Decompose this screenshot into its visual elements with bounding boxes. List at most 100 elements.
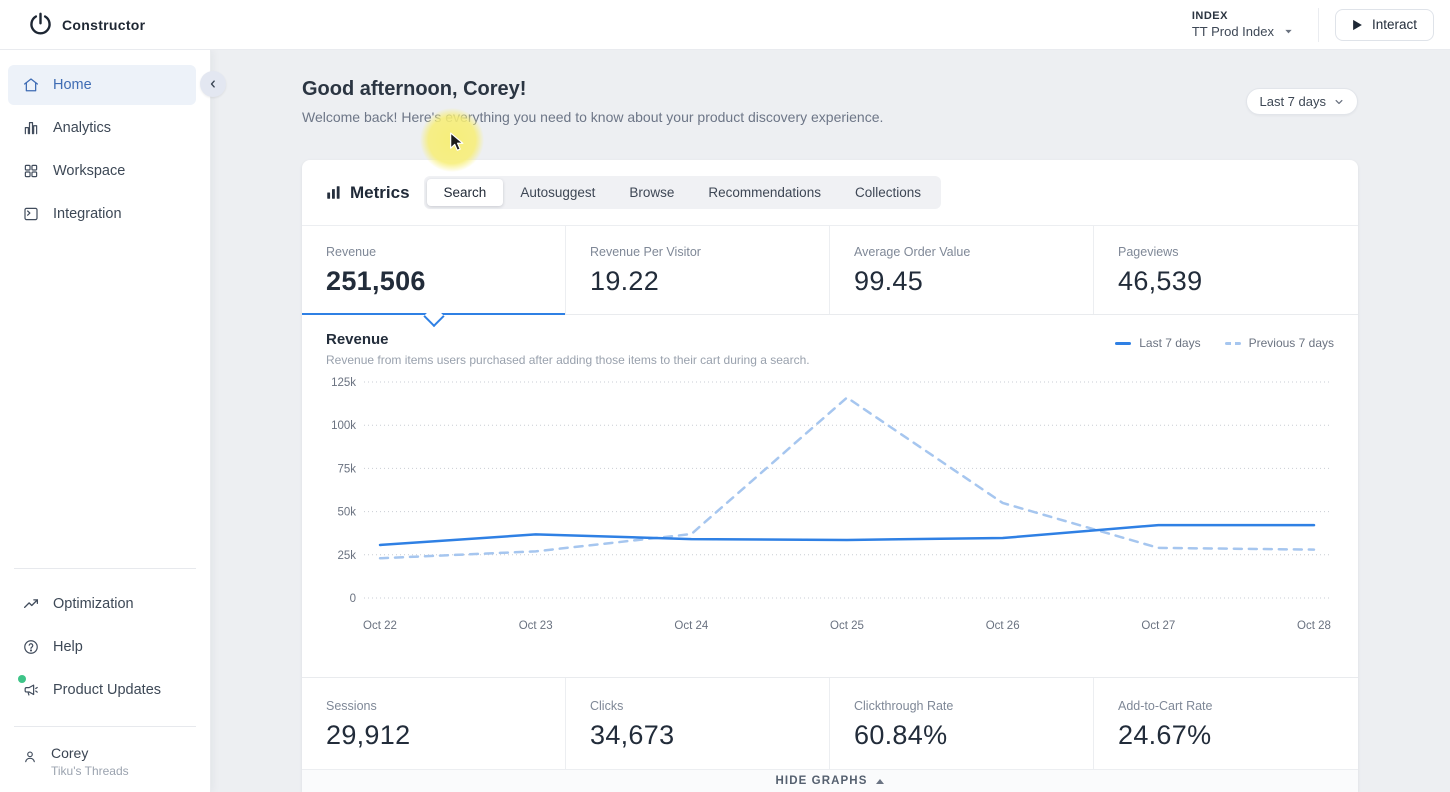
interact-button[interactable]: Interact	[1334, 8, 1434, 41]
metric-label: Revenue Per Visitor	[590, 245, 701, 259]
metric-value: 34,673	[590, 720, 675, 750]
chart-title: Revenue	[326, 331, 389, 348]
page-title: Good afternoon, Corey!	[302, 78, 527, 100]
person-icon	[22, 749, 38, 765]
revenue-chart-section: Revenue Revenue from items users purchas…	[302, 315, 1358, 677]
user-org: Tiku's Threads	[51, 764, 129, 778]
metric-label: Clickthrough Rate	[854, 699, 954, 713]
sidebar-item-label: Integration	[53, 206, 122, 222]
sidebar-item-integration[interactable]: Integration	[8, 194, 196, 234]
legend-item-previous-7-days[interactable]: Previous 7 days	[1224, 336, 1334, 350]
sidebar-divider	[14, 568, 196, 569]
legend-label: Previous 7 days	[1248, 336, 1334, 350]
sidebar: Home Analytics Workspace	[0, 50, 210, 792]
svg-text:Oct 23: Oct 23	[519, 620, 553, 632]
sidebar-item-help[interactable]: Help	[8, 627, 196, 667]
notification-dot	[18, 675, 26, 683]
metric-value: 99.45	[854, 266, 924, 296]
greeting-block: Good afternoon, Corey! Welcome back! Her…	[302, 78, 883, 125]
metrics-card-header: Metrics Search Autosuggest Browse Recomm…	[302, 160, 1358, 225]
sidebar-item-product-updates[interactable]: Product Updates	[8, 670, 196, 710]
metric-label: Pageviews	[1118, 245, 1179, 259]
solid-line-swatch	[1115, 341, 1132, 345]
metrics-title: Metrics	[326, 183, 410, 203]
tab-browse[interactable]: Browse	[612, 179, 691, 206]
index-selector[interactable]: INDEX TT Prod Index	[1192, 10, 1294, 39]
metric-label: Sessions	[326, 699, 377, 713]
sidebar-item-label: Help	[53, 639, 83, 655]
topbar: Constructor INDEX TT Prod Index Interact	[0, 0, 1450, 50]
svg-text:25k: 25k	[337, 550, 356, 562]
metric-value: 19.22	[590, 266, 660, 296]
sidebar-item-home[interactable]: Home	[8, 65, 196, 105]
svg-text:Oct 25: Oct 25	[830, 620, 864, 632]
sidebar-divider	[14, 726, 196, 727]
svg-text:Oct 24: Oct 24	[674, 620, 708, 632]
metric-label: Clicks	[590, 699, 624, 713]
sidebar-item-label: Home	[53, 77, 92, 93]
sidebar-item-label: Product Updates	[53, 682, 162, 698]
svg-text:Oct 27: Oct 27	[1141, 620, 1175, 632]
svg-text:50k: 50k	[337, 507, 356, 519]
metric-tiles-top: Revenue 251,506 Revenue Per Visitor 19.2…	[302, 225, 1358, 328]
metric-tile-clickthrough-rate[interactable]: Clickthrough Rate 60.84%	[830, 678, 1094, 769]
interact-label: Interact	[1371, 17, 1417, 32]
metric-tile-clicks[interactable]: Clicks 34,673	[566, 678, 830, 769]
revenue-line-chart: 0 25k 50k 75k 100k 125k Oct 22 Oct 23 Oct 24 Oct …	[331, 377, 1331, 632]
legend-item-last-7-days[interactable]: Last 7 days	[1115, 336, 1201, 350]
power-icon	[28, 12, 53, 37]
legend-label: Last 7 days	[1139, 336, 1201, 350]
terminal-icon	[22, 205, 40, 223]
metric-value: 60.84%	[854, 720, 948, 750]
date-range-selector[interactable]: Last 7 days	[1245, 88, 1358, 115]
sidebar-collapse-button[interactable]	[200, 71, 226, 97]
sidebar-item-analytics[interactable]: Analytics	[8, 108, 196, 148]
metric-value: 29,912	[326, 720, 411, 750]
metrics-tabs: Search Autosuggest Browse Recommendation…	[423, 176, 941, 209]
user-menu[interactable]: Corey Tiku's Threads	[0, 727, 210, 778]
metric-tile-add-to-cart-rate[interactable]: Add-to-Cart Rate 24.67%	[1094, 678, 1358, 769]
date-range-label: Last 7 days	[1259, 94, 1327, 109]
metric-tile-pageviews[interactable]: Pageviews 46,539	[1094, 226, 1358, 314]
sidebar-item-optimization[interactable]: Optimization	[8, 584, 196, 624]
metric-tile-sessions[interactable]: Sessions 29,912	[302, 678, 566, 769]
tab-recommendations[interactable]: Recommendations	[691, 179, 838, 206]
brand-logo[interactable]: Constructor	[28, 12, 145, 37]
chart-subtitle: Revenue from items users purchased after…	[326, 353, 810, 367]
chart-legend: Last 7 days Previous 7 days	[1115, 336, 1334, 350]
metric-value: 24.67%	[1118, 720, 1212, 750]
svg-text:75k: 75k	[337, 463, 356, 475]
brand-name: Constructor	[62, 16, 146, 33]
dashed-line-swatch	[1224, 341, 1241, 345]
sidebar-item-workspace[interactable]: Workspace	[8, 151, 196, 191]
svg-text:Oct 22: Oct 22	[363, 620, 397, 632]
index-value: TT Prod Index	[1191, 24, 1274, 39]
metric-label: Average Order Value	[854, 245, 971, 259]
svg-text:125k: 125k	[331, 377, 356, 389]
tab-collections[interactable]: Collections	[838, 179, 938, 206]
play-icon	[1352, 19, 1363, 31]
home-icon	[22, 76, 40, 94]
metric-value: 46,539	[1118, 266, 1203, 296]
grid-icon	[22, 162, 40, 180]
tab-autosuggest[interactable]: Autosuggest	[503, 179, 612, 206]
metrics-title-label: Metrics	[350, 182, 410, 202]
hide-graphs-button[interactable]: HIDE GRAPHS	[302, 769, 1358, 792]
bar-chart-icon	[326, 185, 341, 200]
trending-up-icon	[22, 595, 40, 613]
question-circle-icon	[22, 638, 40, 656]
page-subtitle: Welcome back! Here's everything you need…	[302, 109, 884, 125]
chevron-left-icon	[206, 77, 220, 91]
metric-tile-average-order-value[interactable]: Average Order Value 99.45	[830, 226, 1094, 314]
metric-value: 251,506	[326, 266, 426, 296]
metric-tile-revenue[interactable]: Revenue 251,506	[302, 226, 566, 328]
main-content: Good afternoon, Corey! Welcome back! Her…	[210, 50, 1450, 792]
svg-text:Oct 26: Oct 26	[986, 620, 1020, 632]
tab-search[interactable]: Search	[426, 179, 504, 206]
metric-tiles-bottom: Sessions 29,912 Clicks 34,673 Clickthrou…	[302, 677, 1358, 769]
metrics-card: Metrics Search Autosuggest Browse Recomm…	[302, 160, 1358, 792]
sidebar-bottom: Optimization Help	[0, 568, 210, 792]
metric-label: Revenue	[326, 245, 377, 259]
chevron-down-icon	[1334, 97, 1344, 107]
metric-tile-revenue-per-visitor[interactable]: Revenue Per Visitor 19.22	[566, 226, 830, 314]
